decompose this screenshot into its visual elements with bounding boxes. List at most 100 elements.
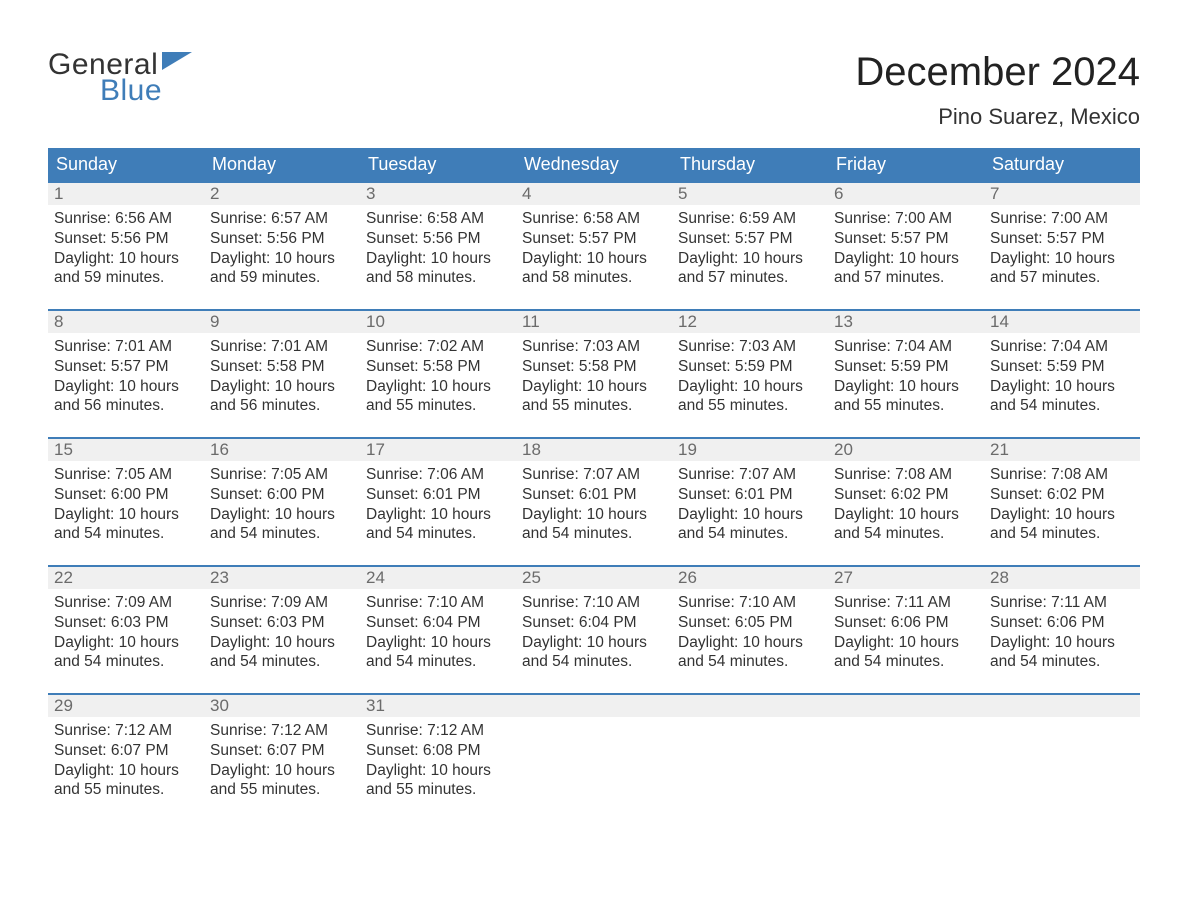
daylight-line: Daylight: 10 hours and 54 minutes. [990, 633, 1134, 673]
sunset-line: Sunset: 6:02 PM [990, 485, 1134, 505]
day-number: 24 [360, 567, 516, 589]
day-details: Sunrise: 7:07 AMSunset: 6:01 PMDaylight:… [516, 461, 672, 550]
sunrise-line: Sunrise: 6:57 AM [210, 209, 354, 229]
daylight-line: Daylight: 10 hours and 58 minutes. [366, 249, 510, 289]
calendar-cell: 17Sunrise: 7:06 AMSunset: 6:01 PMDayligh… [360, 437, 516, 565]
calendar-row: 1Sunrise: 6:56 AMSunset: 5:56 PMDaylight… [48, 181, 1140, 309]
logo-flag-icon [162, 52, 192, 78]
day-cell: 13Sunrise: 7:04 AMSunset: 5:59 PMDayligh… [828, 309, 984, 422]
sunrise-line: Sunrise: 7:11 AM [834, 593, 978, 613]
day-number: 8 [48, 311, 204, 333]
sunset-line: Sunset: 5:57 PM [834, 229, 978, 249]
page: General Blue December 2024 Pino Suarez, … [0, 0, 1188, 861]
sunrise-line: Sunrise: 6:58 AM [522, 209, 666, 229]
day-cell: 11Sunrise: 7:03 AMSunset: 5:58 PMDayligh… [516, 309, 672, 422]
daylight-line: Daylight: 10 hours and 54 minutes. [834, 505, 978, 545]
weekday-header: Monday [204, 148, 360, 181]
calendar-cell: 15Sunrise: 7:05 AMSunset: 6:00 PMDayligh… [48, 437, 204, 565]
day-number: 6 [828, 183, 984, 205]
location: Pino Suarez, Mexico [855, 104, 1140, 130]
day-cell: 17Sunrise: 7:06 AMSunset: 6:01 PMDayligh… [360, 437, 516, 550]
day-details: Sunrise: 7:10 AMSunset: 6:04 PMDaylight:… [360, 589, 516, 678]
sunrise-line: Sunrise: 7:00 AM [990, 209, 1134, 229]
calendar-cell [984, 693, 1140, 821]
daylight-line: Daylight: 10 hours and 55 minutes. [522, 377, 666, 417]
sunset-line: Sunset: 6:07 PM [210, 741, 354, 761]
empty-day-cell [516, 693, 672, 717]
day-cell: 23Sunrise: 7:09 AMSunset: 6:03 PMDayligh… [204, 565, 360, 678]
day-number: 3 [360, 183, 516, 205]
calendar-cell: 6Sunrise: 7:00 AMSunset: 5:57 PMDaylight… [828, 181, 984, 309]
day-number: 9 [204, 311, 360, 333]
sunset-line: Sunset: 5:58 PM [210, 357, 354, 377]
day-details: Sunrise: 7:12 AMSunset: 6:08 PMDaylight:… [360, 717, 516, 806]
day-details: Sunrise: 7:10 AMSunset: 6:04 PMDaylight:… [516, 589, 672, 678]
day-number: 22 [48, 567, 204, 589]
daylight-line: Daylight: 10 hours and 58 minutes. [522, 249, 666, 289]
daylight-line: Daylight: 10 hours and 56 minutes. [210, 377, 354, 417]
day-number-empty [984, 695, 1140, 717]
sunrise-line: Sunrise: 7:05 AM [210, 465, 354, 485]
sunset-line: Sunset: 6:06 PM [990, 613, 1134, 633]
sunrise-line: Sunrise: 7:08 AM [990, 465, 1134, 485]
daylight-line: Daylight: 10 hours and 55 minutes. [366, 761, 510, 801]
day-number: 4 [516, 183, 672, 205]
calendar-cell: 4Sunrise: 6:58 AMSunset: 5:57 PMDaylight… [516, 181, 672, 309]
calendar-cell: 28Sunrise: 7:11 AMSunset: 6:06 PMDayligh… [984, 565, 1140, 693]
calendar-cell: 11Sunrise: 7:03 AMSunset: 5:58 PMDayligh… [516, 309, 672, 437]
calendar-cell: 31Sunrise: 7:12 AMSunset: 6:08 PMDayligh… [360, 693, 516, 821]
sunset-line: Sunset: 6:01 PM [366, 485, 510, 505]
day-cell: 7Sunrise: 7:00 AMSunset: 5:57 PMDaylight… [984, 181, 1140, 294]
day-cell: 2Sunrise: 6:57 AMSunset: 5:56 PMDaylight… [204, 181, 360, 294]
day-number: 7 [984, 183, 1140, 205]
sunrise-line: Sunrise: 7:04 AM [834, 337, 978, 357]
logo-word2: Blue [100, 76, 192, 106]
day-details: Sunrise: 7:05 AMSunset: 6:00 PMDaylight:… [204, 461, 360, 550]
day-cell: 29Sunrise: 7:12 AMSunset: 6:07 PMDayligh… [48, 693, 204, 806]
day-number: 27 [828, 567, 984, 589]
day-number: 18 [516, 439, 672, 461]
day-details: Sunrise: 7:04 AMSunset: 5:59 PMDaylight:… [984, 333, 1140, 422]
calendar-cell: 20Sunrise: 7:08 AMSunset: 6:02 PMDayligh… [828, 437, 984, 565]
day-details: Sunrise: 6:58 AMSunset: 5:57 PMDaylight:… [516, 205, 672, 294]
sunset-line: Sunset: 6:03 PM [210, 613, 354, 633]
day-details: Sunrise: 7:09 AMSunset: 6:03 PMDaylight:… [48, 589, 204, 678]
sunset-line: Sunset: 6:02 PM [834, 485, 978, 505]
day-cell: 30Sunrise: 7:12 AMSunset: 6:07 PMDayligh… [204, 693, 360, 806]
calendar-cell: 5Sunrise: 6:59 AMSunset: 5:57 PMDaylight… [672, 181, 828, 309]
logo: General Blue [48, 50, 192, 106]
calendar-cell: 1Sunrise: 6:56 AMSunset: 5:56 PMDaylight… [48, 181, 204, 309]
calendar-cell: 25Sunrise: 7:10 AMSunset: 6:04 PMDayligh… [516, 565, 672, 693]
daylight-line: Daylight: 10 hours and 55 minutes. [54, 761, 198, 801]
calendar-cell: 18Sunrise: 7:07 AMSunset: 6:01 PMDayligh… [516, 437, 672, 565]
day-details: Sunrise: 7:08 AMSunset: 6:02 PMDaylight:… [984, 461, 1140, 550]
day-cell: 31Sunrise: 7:12 AMSunset: 6:08 PMDayligh… [360, 693, 516, 806]
sunrise-line: Sunrise: 7:12 AM [54, 721, 198, 741]
calendar-cell: 14Sunrise: 7:04 AMSunset: 5:59 PMDayligh… [984, 309, 1140, 437]
day-details: Sunrise: 7:08 AMSunset: 6:02 PMDaylight:… [828, 461, 984, 550]
calendar-cell: 19Sunrise: 7:07 AMSunset: 6:01 PMDayligh… [672, 437, 828, 565]
daylight-line: Daylight: 10 hours and 59 minutes. [54, 249, 198, 289]
day-cell: 16Sunrise: 7:05 AMSunset: 6:00 PMDayligh… [204, 437, 360, 550]
calendar-cell: 2Sunrise: 6:57 AMSunset: 5:56 PMDaylight… [204, 181, 360, 309]
day-details: Sunrise: 7:10 AMSunset: 6:05 PMDaylight:… [672, 589, 828, 678]
day-details: Sunrise: 7:02 AMSunset: 5:58 PMDaylight:… [360, 333, 516, 422]
day-number: 26 [672, 567, 828, 589]
sunrise-line: Sunrise: 7:10 AM [522, 593, 666, 613]
calendar-cell: 22Sunrise: 7:09 AMSunset: 6:03 PMDayligh… [48, 565, 204, 693]
weekday-header-row: SundayMondayTuesdayWednesdayThursdayFrid… [48, 148, 1140, 181]
day-cell: 20Sunrise: 7:08 AMSunset: 6:02 PMDayligh… [828, 437, 984, 550]
day-cell: 10Sunrise: 7:02 AMSunset: 5:58 PMDayligh… [360, 309, 516, 422]
sunrise-line: Sunrise: 7:05 AM [54, 465, 198, 485]
day-cell: 3Sunrise: 6:58 AMSunset: 5:56 PMDaylight… [360, 181, 516, 294]
day-details: Sunrise: 7:12 AMSunset: 6:07 PMDaylight:… [48, 717, 204, 806]
sunrise-line: Sunrise: 7:06 AM [366, 465, 510, 485]
calendar-cell [516, 693, 672, 821]
header: General Blue December 2024 Pino Suarez, … [48, 50, 1140, 130]
daylight-line: Daylight: 10 hours and 56 minutes. [54, 377, 198, 417]
daylight-line: Daylight: 10 hours and 54 minutes. [522, 633, 666, 673]
calendar-cell: 16Sunrise: 7:05 AMSunset: 6:00 PMDayligh… [204, 437, 360, 565]
sunset-line: Sunset: 6:07 PM [54, 741, 198, 761]
sunrise-line: Sunrise: 7:07 AM [522, 465, 666, 485]
day-details: Sunrise: 7:01 AMSunset: 5:58 PMDaylight:… [204, 333, 360, 422]
